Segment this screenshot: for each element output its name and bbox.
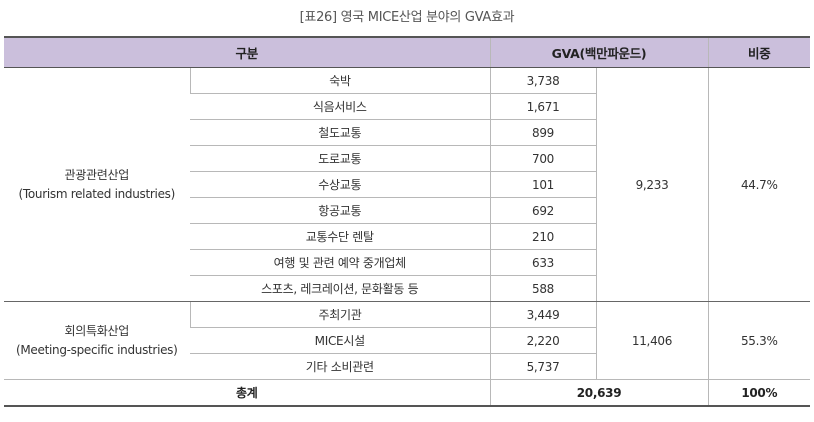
total-label: 총계: [4, 379, 490, 407]
group-subtotal-tourism: 9,233: [595, 67, 708, 302]
item-gva: 1,671: [489, 93, 596, 120]
item-gva: 700: [489, 145, 596, 172]
item-gva: 2,220: [489, 327, 596, 354]
header-category: 구분: [4, 36, 490, 68]
item-gva: 899: [489, 119, 596, 146]
item-name: 숙박: [189, 67, 490, 94]
table-row: MICE시설 2,220: [4, 327, 810, 354]
item-gva: 5,737: [489, 353, 596, 380]
item-gva: 633: [489, 249, 596, 276]
total-share: 100%: [707, 379, 810, 407]
item-gva: 692: [489, 197, 596, 224]
table-row: 관광관련산업 (Tourism related industries) 숙박 3…: [4, 67, 810, 302]
header-row: 구분 GVA(백만파운드) 비중: [4, 36, 810, 68]
item-name: 도로교통: [190, 145, 490, 172]
group-label-meeting: 회의특화산업 (Meeting-specific industries): [4, 301, 190, 380]
header-share: 비중: [707, 36, 810, 68]
group-share-meeting: 55.3%: [707, 301, 810, 380]
item-name: 항공교통: [190, 197, 490, 224]
item-gva: 210: [489, 223, 596, 250]
table-row: 교통수단 렌탈 210: [4, 223, 810, 250]
item-name: 주최기관: [189, 301, 490, 328]
table-caption: [표26] 영국 MICE산업 분야의 GVA효과: [299, 10, 515, 25]
item-name: 스포츠, 레크레이션, 문화활동 등: [190, 275, 490, 302]
group-subtotal-meeting: 11,406: [595, 301, 708, 380]
group-share-tourism: 44.7%: [707, 67, 810, 302]
table-row: 수상교통 101: [4, 171, 810, 198]
item-name: 여행 및 관련 예약 중개업체: [190, 249, 490, 276]
table-row: 도로교통 700: [4, 145, 810, 172]
item-gva: 3,449: [489, 301, 596, 328]
table-row: 항공교통 692: [4, 197, 810, 224]
header-gva: GVA(백만파운드): [489, 36, 708, 68]
table-row: 여행 및 관련 예약 중개업체 633: [4, 249, 810, 276]
table-row: 철도교통 899: [4, 119, 810, 146]
item-name: 철도교통: [190, 119, 490, 146]
item-name: MICE시설: [190, 327, 490, 354]
group-name-en: (Tourism related industries): [18, 186, 175, 201]
group-name-ko: 회의특화산업: [64, 323, 130, 338]
item-name: 기타 소비관련: [190, 353, 490, 380]
item-gva: 3,738: [489, 67, 596, 94]
table-row: 기타 소비관련 5,737: [4, 353, 810, 380]
total-gva: 20,639: [489, 379, 708, 407]
table-row: 스포츠, 레크레이션, 문화활동 등 588: [4, 275, 810, 302]
item-gva: 101: [489, 171, 596, 198]
group-name-en: (Meeting-specific industries): [15, 342, 178, 357]
group-label-tourism: 관광관련산업 (Tourism related industries): [4, 67, 190, 302]
item-name: 수상교통: [190, 171, 490, 198]
item-name: 교통수단 렌탈: [190, 223, 490, 250]
total-row: 총계 20,639 100%: [4, 379, 810, 407]
item-gva: 588: [489, 275, 596, 302]
table-row: 식음서비스 1,671: [4, 93, 810, 120]
item-name: 식음서비스: [190, 93, 490, 120]
gva-table: 구분 GVA(백만파운드) 비중 관광관련산업 (Tourism related…: [4, 36, 810, 407]
table-row: 회의특화산업 (Meeting-specific industries) 주최기…: [4, 301, 810, 380]
group-name-ko: 관광관련산업: [64, 167, 130, 182]
